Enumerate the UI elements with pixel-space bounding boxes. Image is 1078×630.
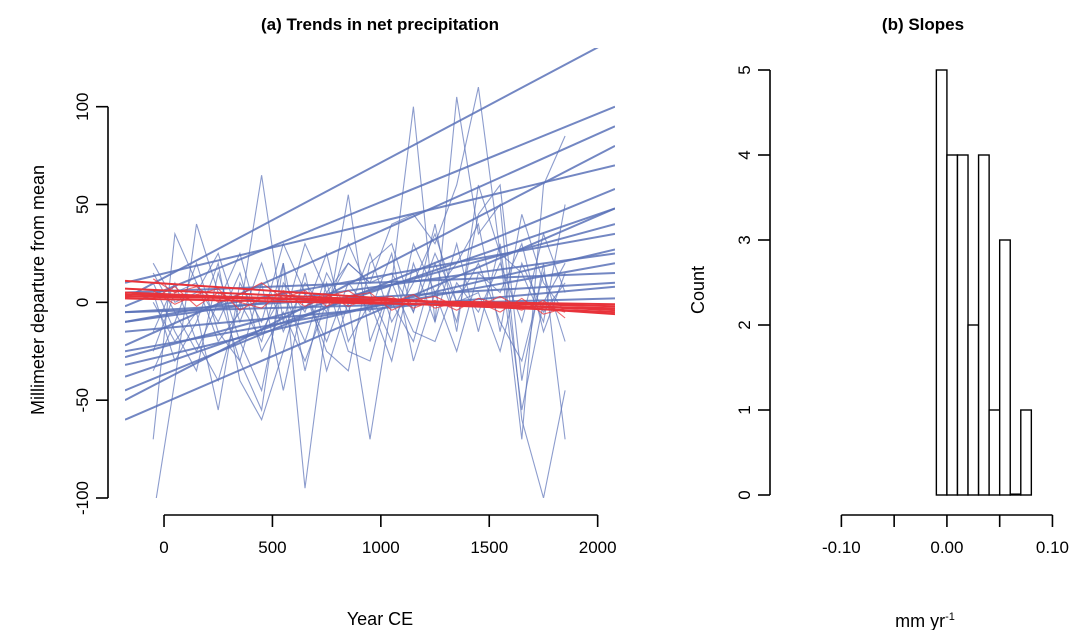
histogram-bar-2 (956, 154, 969, 496)
panel-b-slopes: (b) Slopes -0.10 0.00 0.10 0 1 2 3 4 5 mm yr-1 C… (688, 15, 1069, 630)
blue-trend-line-0 (125, 48, 599, 300)
panel-a-y-axis-label: Millimeter departure from mean (28, 165, 48, 415)
histogram-bar-4 (977, 154, 990, 496)
panel-b-y-tick-label-4: 4 (735, 150, 754, 159)
blue-trend-line-13 (125, 164, 615, 284)
panel-a-trends: (a) Trends in net precipitation 0 500 1000… (28, 15, 617, 629)
panel-a-x-tick-label-0: 0 (159, 538, 168, 557)
histogram-bar-0 (935, 69, 948, 496)
blue-raw-series-8 (152, 232, 566, 383)
panel-b-y-tick-label-3: 3 (735, 235, 754, 244)
blue-trend-line-1 (125, 105, 615, 308)
panel-b-x-tick-label-2: 0.00 (930, 538, 963, 557)
panel-b-x-tick-label-0: -0.10 (822, 538, 861, 557)
red-trend-line-5 (125, 291, 615, 314)
panel-a-y-tick-label-3: 50 (73, 195, 92, 214)
panel-b-title: (b) Slopes (882, 15, 964, 34)
blue-trend-line-16 (125, 297, 615, 314)
panel-b-plot-area (935, 69, 1033, 496)
panel-b-y-tick-label-5: 5 (735, 65, 754, 74)
histogram-bar-1 (946, 154, 959, 496)
blue-raw-series-5 (152, 183, 566, 440)
panel-a-x-tick-label-3: 1500 (470, 538, 508, 557)
panel-a-x-axis-label: Year CE (347, 609, 413, 629)
panel-b-y-tick-label-2: 2 (735, 320, 754, 329)
blue-trend-line-15 (125, 248, 615, 366)
panel-b-y-tick-label-1: 1 (735, 405, 754, 414)
histogram-bar-8 (1020, 409, 1033, 496)
histogram-bar-7 (1009, 493, 1022, 496)
panel-b-axes: -0.10 0.00 0.10 0 1 2 3 4 5 (735, 65, 1069, 557)
panel-a-axes: 0 500 1000 1500 2000 -100 -50 0 50 100 (73, 93, 617, 557)
panel-b-y-tick-label-0: 0 (735, 490, 754, 499)
blue-trend-line-12 (125, 272, 615, 294)
blue-trend-line-14 (125, 187, 615, 392)
panel-b-x-axis-label-superscript: -1 (945, 611, 955, 623)
blue-raw-series-2 (152, 184, 566, 411)
panel-a-y-tick-label-2: 0 (73, 298, 92, 307)
panel-b-x-axis-label: mm yr-1 (895, 611, 955, 630)
panel-a-x-tick-label-4: 2000 (579, 538, 617, 557)
histogram-bar-5 (988, 409, 1001, 496)
panel-a-y-tick-label-0: -100 (73, 481, 92, 515)
panel-a-plot-area (125, 48, 615, 498)
panel-a-title: (a) Trends in net precipitation (261, 15, 499, 34)
panel-b-x-axis-label-text: mm yr (895, 611, 945, 630)
panel-a-y-tick-label-1: -50 (73, 388, 92, 413)
red-trend-line-4 (125, 295, 615, 306)
histogram-bar-3 (967, 324, 980, 496)
panel-a-x-tick-label-2: 1000 (362, 538, 400, 557)
panel-b-x-tick-label-4: 0.10 (1036, 538, 1069, 557)
blue-trend-line-5 (125, 207, 615, 421)
panel-a-y-tick-label-4: 100 (73, 93, 92, 121)
blue-trend-line-11 (125, 285, 615, 333)
panel-a-x-tick-label-1: 500 (258, 538, 286, 557)
histogram-bar-6 (998, 239, 1011, 496)
panel-b-y-axis-label: Count (688, 266, 708, 314)
blue-raw-series-0 (152, 86, 566, 440)
